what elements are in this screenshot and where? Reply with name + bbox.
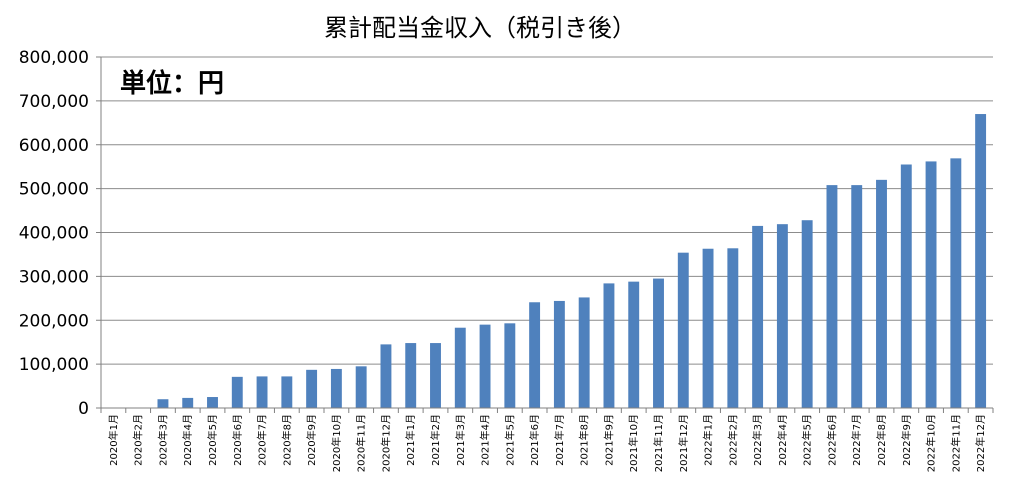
x-tick-label: 2020年5月	[206, 414, 219, 466]
x-tick-label: 2020年1月	[107, 414, 120, 466]
bar	[776, 224, 788, 408]
bar	[529, 302, 541, 408]
bar	[851, 185, 863, 408]
y-tick-label: 600,000	[19, 136, 89, 156]
bar	[430, 343, 441, 408]
y-tick-label: 400,000	[19, 224, 89, 244]
y-tick-label: 100,000	[19, 355, 89, 375]
bar	[256, 376, 268, 408]
bars	[157, 114, 987, 408]
chart-title: 累計配当金収入（税引き後）	[324, 14, 636, 42]
x-tick-label: 2022年5月	[801, 414, 814, 466]
bar	[553, 300, 565, 408]
x-tick-label: 2022年6月	[825, 414, 838, 466]
bar	[281, 376, 293, 408]
bar	[405, 343, 417, 408]
x-axis-ticks: 2020年1月 2020年2月 2020年3月 2020年4月 2020年5月 2020年…	[100, 408, 994, 472]
y-tick-label: 700,000	[19, 92, 89, 112]
bar	[207, 397, 218, 408]
x-tick-label: 2022年9月	[900, 414, 913, 466]
x-tick-label: 2021年6月	[528, 414, 541, 466]
x-tick-label: 2021年9月	[602, 414, 615, 466]
x-tick-label: 2020年8月	[280, 414, 293, 466]
x-tick-label: 2022年2月	[726, 414, 739, 466]
x-tick-label: 2020年12月	[379, 414, 392, 472]
x-tick-label: 2020年2月	[132, 414, 145, 466]
x-tick-label: 2022年4月	[776, 414, 789, 466]
bar	[950, 158, 962, 408]
x-tick-label: 2021年2月	[429, 414, 442, 466]
bar	[876, 179, 887, 408]
bar	[504, 323, 516, 408]
bar	[925, 161, 937, 408]
x-tick-label: 2020年10月	[330, 414, 343, 472]
y-tick-label: 500,000	[19, 180, 89, 200]
y-tick-label: 800,000	[19, 48, 89, 68]
axes	[100, 57, 993, 409]
x-tick-label: 2021年7月	[553, 414, 566, 466]
x-tick-label: 2022年7月	[850, 414, 863, 466]
x-tick-label: 2022年1月	[702, 414, 715, 466]
y-axis-ticks: 0 100,000 200,000 300,000 400,000 500,000 600,…	[19, 48, 101, 419]
bar	[702, 248, 714, 408]
bar	[157, 399, 169, 408]
x-tick-label: 2020年7月	[256, 414, 269, 466]
y-tick-label: 0	[78, 399, 89, 419]
y-tick-label: 200,000	[19, 311, 89, 331]
x-tick-label: 2022年3月	[751, 414, 764, 466]
x-tick-label: 2021年3月	[454, 414, 467, 466]
bar	[727, 248, 739, 408]
x-tick-label: 2022年11月	[949, 414, 962, 472]
bar	[355, 366, 367, 408]
bar	[231, 376, 243, 408]
unit-label: 単位：円	[120, 68, 224, 99]
bar	[653, 278, 664, 408]
x-tick-label: 2020年11月	[355, 414, 368, 472]
bar	[752, 225, 764, 408]
x-tick-label: 2021年1月	[404, 414, 417, 466]
bar	[677, 252, 689, 408]
bar	[330, 368, 342, 408]
x-tick-label: 2021年4月	[479, 414, 492, 466]
bar	[380, 344, 392, 408]
bar	[628, 281, 640, 408]
bar	[306, 369, 318, 408]
x-tick-label: 2022年10月	[925, 414, 938, 472]
bar	[603, 283, 615, 408]
x-tick-label: 2021年11月	[652, 414, 665, 472]
bar	[578, 297, 590, 408]
x-tick-label: 2020年3月	[156, 414, 169, 466]
x-tick-label: 2022年12月	[974, 414, 987, 472]
y-tick-label: 300,000	[19, 267, 89, 287]
x-tick-label: 2020年6月	[231, 414, 244, 466]
bar	[479, 324, 491, 408]
bar	[900, 164, 912, 408]
bar	[975, 114, 987, 408]
x-tick-label: 2020年9月	[305, 414, 318, 466]
bar	[454, 327, 466, 408]
x-tick-label: 2021年8月	[578, 414, 591, 466]
x-tick-label: 2022年8月	[875, 414, 888, 466]
x-tick-label: 2020年4月	[181, 414, 194, 466]
gridlines	[101, 56, 993, 365]
x-tick-label: 2021年5月	[503, 414, 516, 466]
x-tick-label: 2021年10月	[627, 414, 640, 472]
x-tick-label: 2021年12月	[677, 414, 690, 472]
bar	[826, 185, 838, 408]
bar	[182, 397, 194, 408]
bar	[801, 220, 813, 408]
